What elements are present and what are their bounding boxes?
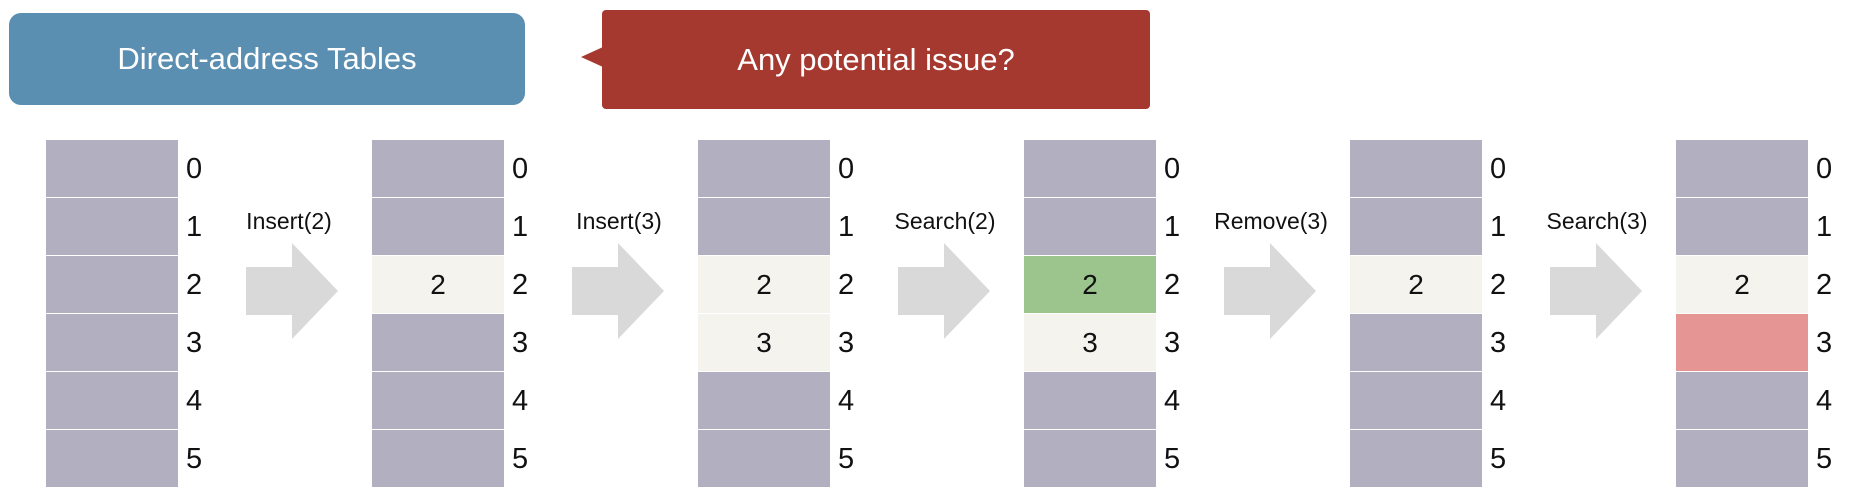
index-label: 3 [838,326,855,359]
right-arrow-icon [1224,243,1316,339]
index-label: 4 [1490,384,1507,417]
operation-label: Remove(3) [1214,208,1328,234]
table-4-slot-4 [1024,372,1156,430]
index-label: 4 [1164,384,1181,417]
right-arrow-icon [898,243,990,339]
index-label: 4 [1816,384,1833,417]
index-label: 0 [1490,152,1507,185]
index-label: 2 [1490,268,1507,301]
table-1-slot-1 [46,198,178,256]
index-label: 5 [1164,442,1181,475]
table-6-slot-0 [1676,140,1808,198]
table-6-slot-2: 2 [1676,256,1808,314]
table-6-slot-1 [1676,198,1808,256]
index-label: 1 [1816,210,1833,243]
index-label: 2 [512,268,529,301]
index-column-3: 0 1 2 3 4 5 [838,140,868,488]
table-2-slot-0 [372,140,504,198]
callout-text: Any potential issue? [737,41,1015,77]
operation-label: Search(2) [894,208,996,234]
table-3-slot-0 [698,140,830,198]
index-label: 5 [186,442,203,475]
table-1-slot-4 [46,372,178,430]
table-1-slot-3 [46,314,178,372]
table-2-slot-3 [372,314,504,372]
table-6: 2 [1676,140,1808,488]
index-label: 3 [512,326,529,359]
index-label: 0 [1816,152,1833,185]
page-title: Direct-address Tables [117,41,417,76]
table-3-slot-2: 2 [698,256,830,314]
index-column-5: 0 1 2 3 4 5 [1490,140,1520,488]
table-1 [46,140,178,488]
index-label: 3 [1164,326,1181,359]
index-label: 0 [512,152,529,185]
operation-label: Insert(3) [576,208,662,234]
table-6-slot-5 [1676,430,1808,488]
index-label: 1 [512,210,529,243]
table-1-slot-2 [46,256,178,314]
table-5-slot-3 [1350,314,1482,372]
index-label: 4 [512,384,529,417]
operation-label: Insert(2) [246,208,332,234]
table-2-slot-4 [372,372,504,430]
right-arrow-icon [246,243,338,339]
table-2-slot-2: 2 [372,256,504,314]
table-2-slot-1 [372,198,504,256]
index-column-4: 0 1 2 3 4 5 [1164,140,1194,488]
index-label: 1 [186,210,203,243]
index-label: 1 [1490,210,1507,243]
index-label: 5 [838,442,855,475]
right-arrow-icon [1550,243,1642,339]
table-2-slot-5 [372,430,504,488]
index-label: 1 [838,210,855,243]
table-4-slot-2: 2 [1024,256,1156,314]
index-label: 2 [838,268,855,301]
table-6-slot-3 [1676,314,1808,372]
index-label: 4 [186,384,203,417]
index-label: 3 [186,326,203,359]
index-label: 5 [1490,442,1507,475]
table-4-slot-0 [1024,140,1156,198]
table-5-slot-5 [1350,430,1482,488]
table-3-slot-1 [698,198,830,256]
operation-label: Search(3) [1546,208,1648,234]
table-3-slot-5 [698,430,830,488]
index-column-1: 0 1 2 3 4 5 [186,140,216,488]
index-label: 5 [1816,442,1833,475]
index-column-2: 0 1 2 3 4 5 [512,140,542,488]
table-1-slot-0 [46,140,178,198]
table-1-slot-5 [46,430,178,488]
index-label: 2 [186,268,203,301]
index-label: 0 [838,152,855,185]
index-column-6: 0 1 2 3 4 5 [1816,140,1846,488]
table-5-slot-1 [1350,198,1482,256]
title-box: Direct-address Tables [9,13,525,105]
table-3-slot-4 [698,372,830,430]
callout-box: Any potential issue? [602,10,1150,109]
index-label: 0 [1164,152,1181,185]
table-3-slot-3: 3 [698,314,830,372]
index-label: 5 [512,442,529,475]
table-4-slot-1 [1024,198,1156,256]
table-5-slot-2: 2 [1350,256,1482,314]
table-2: 2 [372,140,504,488]
index-label: 2 [1164,268,1181,301]
index-label: 3 [1816,326,1833,359]
index-label: 4 [838,384,855,417]
table-5: 2 [1350,140,1482,488]
table-6-slot-4 [1676,372,1808,430]
index-label: 1 [1164,210,1181,243]
index-label: 3 [1490,326,1507,359]
table-5-slot-4 [1350,372,1482,430]
index-label: 0 [186,152,203,185]
index-label: 2 [1816,268,1833,301]
table-4-slot-5 [1024,430,1156,488]
table-5-slot-0 [1350,140,1482,198]
table-4-slot-3: 3 [1024,314,1156,372]
right-arrow-icon [572,243,664,339]
callout-pointer [581,47,603,67]
